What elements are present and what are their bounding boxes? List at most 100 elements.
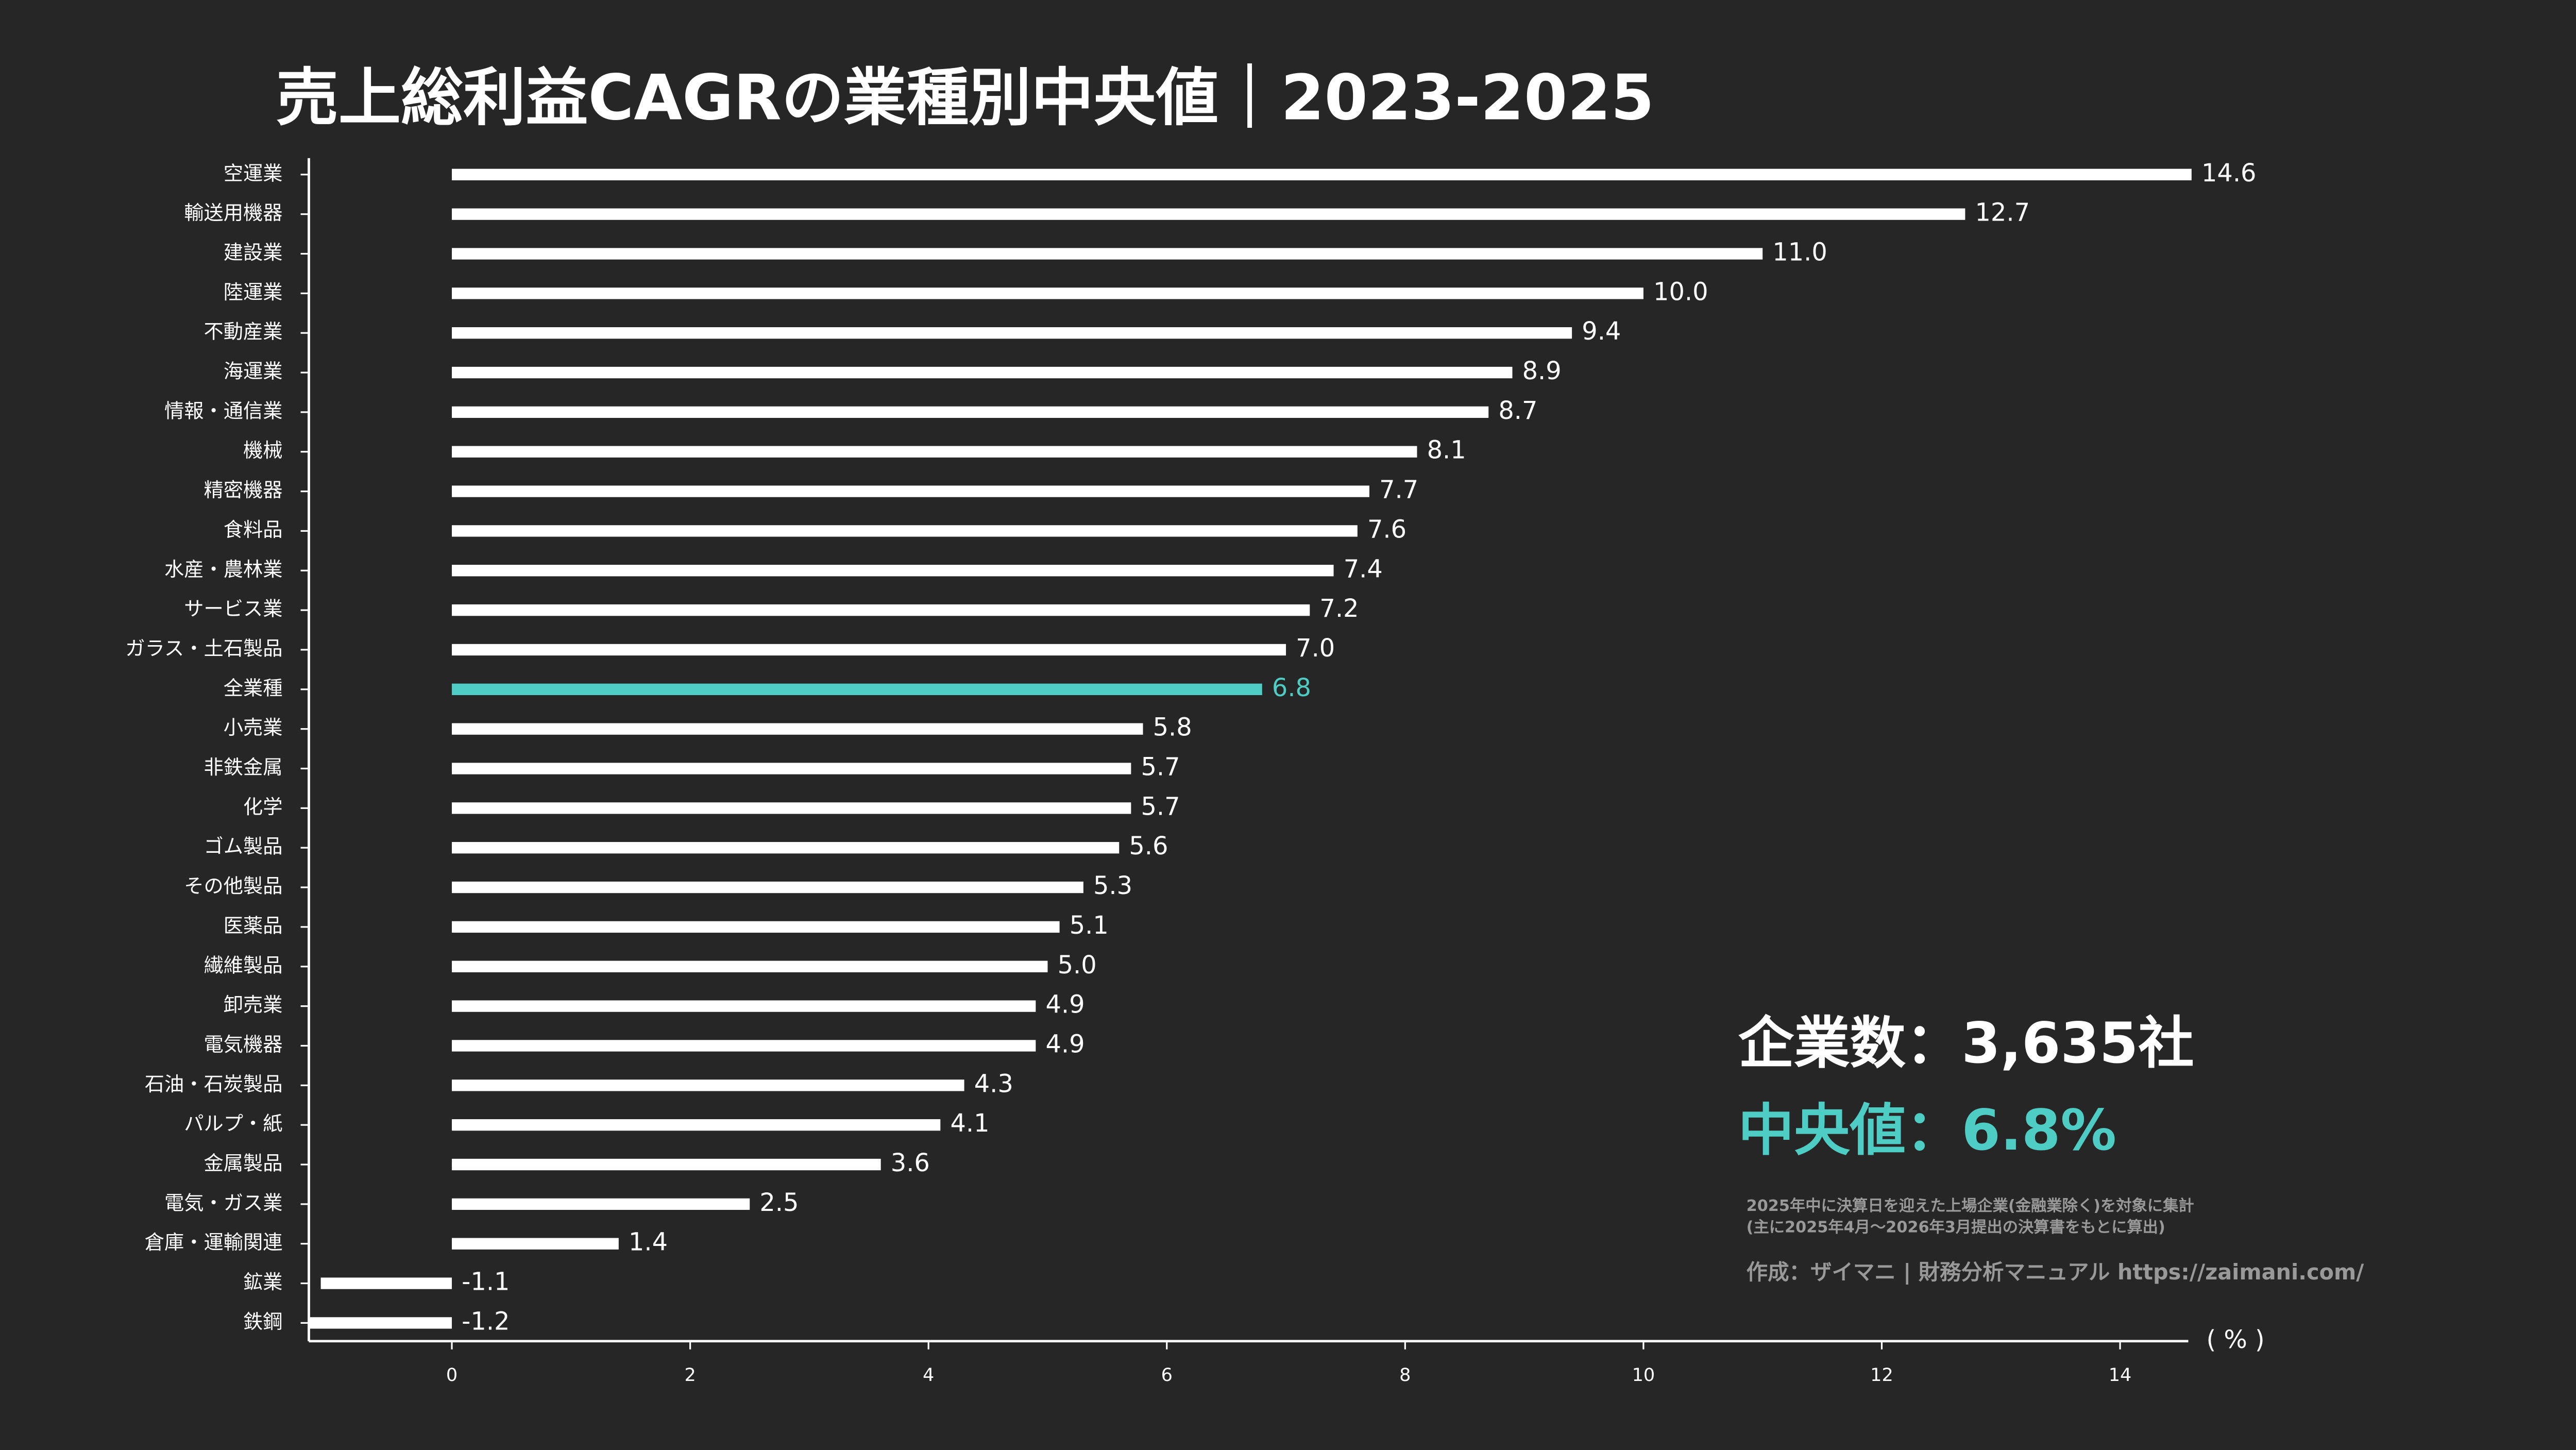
x-tick-label: 6: [1161, 1364, 1173, 1386]
value-label: 14.6: [2201, 159, 2257, 188]
x-tick-label: 4: [923, 1364, 934, 1386]
bar: [452, 604, 1310, 616]
bar: [452, 763, 1131, 774]
y-tick-label: 電気機器: [204, 1033, 282, 1056]
x-tick-label: 10: [1632, 1364, 1655, 1386]
y-tick-label: 情報・通信業: [164, 399, 282, 423]
value-label: 4.1: [950, 1109, 989, 1138]
y-tick-label: 小売業: [224, 716, 283, 739]
bar: [452, 288, 1643, 299]
bar: [452, 485, 1369, 497]
bar: [452, 723, 1143, 735]
bar: [452, 366, 1513, 379]
bar: [452, 644, 1286, 656]
value-label: 7.0: [1296, 634, 1335, 663]
bar: [452, 1040, 1036, 1052]
bar: [452, 960, 1048, 972]
y-tick-label: ガラス・土石製品: [125, 637, 282, 660]
value-label: 7.2: [1319, 595, 1359, 623]
bar: [452, 565, 1334, 577]
y-tick-label: 食料品: [224, 518, 283, 542]
y-tick-label: 化学: [243, 796, 283, 819]
y-tick-label: 繊維製品: [204, 954, 282, 977]
value-label: 8.1: [1427, 436, 1466, 465]
value-label: 10.0: [1653, 278, 1708, 306]
value-label: 5.6: [1129, 832, 1168, 861]
y-tick-label: 海運業: [224, 360, 283, 383]
x-tick-label: 14: [2109, 1364, 2132, 1386]
y-tick-label: 卸売業: [224, 993, 283, 1017]
note: (主に2025年4月～2026年3月提出の決算書をもとに算出): [1747, 1218, 2165, 1236]
bar: [452, 921, 1060, 933]
value-label: 5.3: [1093, 872, 1132, 900]
bar: [452, 1080, 964, 1091]
company-count: 企業数：3,635社: [1738, 1010, 2194, 1076]
x-tick-label: 0: [446, 1364, 457, 1386]
bar: [452, 406, 1489, 418]
y-tick-label: 建設業: [224, 241, 283, 264]
value-label: 2.5: [759, 1189, 799, 1217]
bar: [452, 168, 2192, 180]
value-label: 8.7: [1498, 397, 1537, 425]
y-tick-label: 水産・農林業: [164, 558, 282, 581]
median-note: 中央値：6.8%: [1738, 1098, 2116, 1163]
value-label: 6.8: [1272, 674, 1311, 702]
bar: [452, 1000, 1036, 1012]
value-label: 4.9: [1045, 1030, 1084, 1058]
y-tick-label: 全業種: [224, 677, 283, 700]
bar: [452, 881, 1083, 893]
x-tick-label: 8: [1399, 1364, 1411, 1386]
x-tick-label: 12: [1870, 1364, 1893, 1386]
y-tick-label: 不動産業: [204, 321, 282, 344]
y-tick-label: 輸送用機器: [184, 201, 282, 225]
value-label: 7.7: [1379, 476, 1418, 504]
y-tick-label: 金属製品: [204, 1152, 282, 1175]
value-label: 9.4: [1582, 317, 1621, 346]
y-tick-label: 石油・石炭製品: [145, 1073, 283, 1096]
value-label: 7.6: [1367, 515, 1406, 544]
value-label: 5.7: [1141, 753, 1180, 782]
y-tick-label: 鉱業: [243, 1271, 283, 1294]
value-label: 4.3: [974, 1070, 1013, 1098]
y-tick-label: 機械: [243, 439, 283, 462]
chart-title: 売上総利益CAGRの業種別中央値｜2023-2025: [276, 62, 1654, 134]
y-tick-label: 非鉄金属: [204, 756, 282, 779]
bar: [452, 1198, 750, 1210]
value-label: -1.2: [462, 1307, 510, 1336]
bar: [452, 683, 1262, 695]
value-label: 5.1: [1070, 912, 1109, 940]
bar: [452, 446, 1417, 458]
bar: [452, 248, 1763, 260]
y-tick-label: 空運業: [224, 162, 283, 185]
value-label: -1.1: [462, 1268, 510, 1296]
value-label: 4.9: [1045, 991, 1084, 1019]
value-label: 5.7: [1141, 793, 1180, 821]
y-tick-label: その他製品: [184, 875, 282, 898]
bar: [452, 842, 1120, 854]
value-label: 1.4: [629, 1228, 668, 1257]
value-label: 11.0: [1772, 238, 1827, 266]
x-unit: ( % ): [2207, 1326, 2265, 1354]
y-tick-label: 医薬品: [224, 914, 283, 937]
bar: [452, 1119, 941, 1131]
y-tick-label: パルプ・紙: [184, 1112, 282, 1136]
y-tick-label: 鉄鋼: [243, 1310, 283, 1334]
y-tick-label: ゴム製品: [204, 835, 282, 858]
value-label: 5.0: [1058, 951, 1097, 980]
value-label: 7.4: [1344, 555, 1383, 583]
note: 2025年中に決算日を迎えた上場企業(金融業除く)を対象に集計: [1747, 1196, 2194, 1215]
bar: [309, 1317, 452, 1329]
value-label: 5.8: [1153, 714, 1192, 742]
bar: [452, 327, 1572, 339]
y-tick-label: サービス業: [184, 598, 282, 621]
value-label: 8.9: [1522, 357, 1562, 385]
x-tick-label: 2: [684, 1364, 696, 1386]
y-tick-label: 電気・ガス業: [164, 1191, 282, 1215]
value-label: 12.7: [1975, 199, 2030, 227]
bar: [452, 802, 1131, 814]
bar: [452, 1238, 619, 1250]
credit: 作成：ザイマニ | 財務分析マニュアル https://zaimani.com/: [1747, 1260, 2365, 1285]
